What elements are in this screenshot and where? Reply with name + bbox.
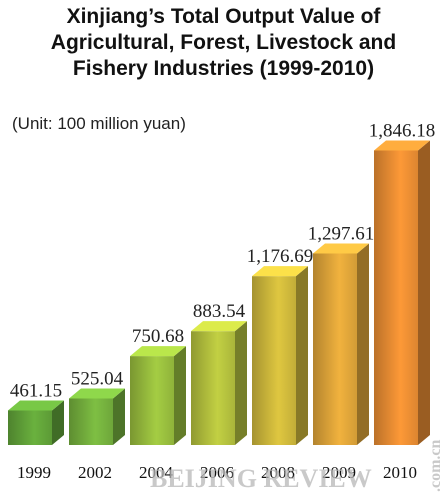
bar-side — [296, 266, 308, 445]
x-tick-label: 2004 — [139, 463, 174, 482]
bar — [252, 276, 296, 445]
x-tick-label: 1999 — [17, 463, 51, 482]
value-label: 883.54 — [193, 301, 246, 322]
value-label: 750.68 — [132, 326, 184, 347]
bar — [191, 331, 235, 445]
x-tick-label: 2009 — [322, 463, 356, 482]
chart-subtitle: (Unit: 100 million yuan) — [12, 114, 186, 133]
x-tick-label: 2006 — [200, 463, 234, 482]
bar — [313, 253, 357, 445]
x-tick-label: 2008 — [261, 463, 295, 482]
watermark-domain: .com.cn — [427, 439, 444, 492]
bar — [374, 150, 418, 445]
bar-side — [52, 400, 64, 445]
bar-side — [174, 346, 186, 445]
bar — [130, 356, 174, 445]
bar-top — [313, 243, 369, 254]
bar-top — [374, 140, 430, 151]
value-label: 1,846.18 — [369, 120, 436, 141]
value-label: 525.04 — [71, 368, 124, 389]
value-label: 461.15 — [10, 380, 62, 401]
bar — [8, 410, 52, 445]
bar-side — [113, 388, 125, 445]
value-label: 1,176.69 — [247, 246, 314, 267]
bar-side — [357, 243, 369, 445]
chart-title: Xinjiang’s Total Output Value of Agricul… — [50, 5, 397, 80]
watermark: BEIJING REVIEW — [150, 464, 372, 493]
bar-top — [8, 400, 64, 411]
bar-top — [130, 346, 186, 357]
bar — [69, 398, 113, 445]
value-label: 1,297.61 — [308, 223, 375, 244]
bar-side — [235, 321, 247, 445]
bar-top — [252, 266, 308, 277]
bar-top — [69, 388, 125, 399]
bar-top — [191, 321, 247, 332]
bar-side — [418, 140, 430, 445]
x-tick-label: 2002 — [78, 463, 112, 482]
x-tick-label: 2010 — [383, 463, 417, 482]
